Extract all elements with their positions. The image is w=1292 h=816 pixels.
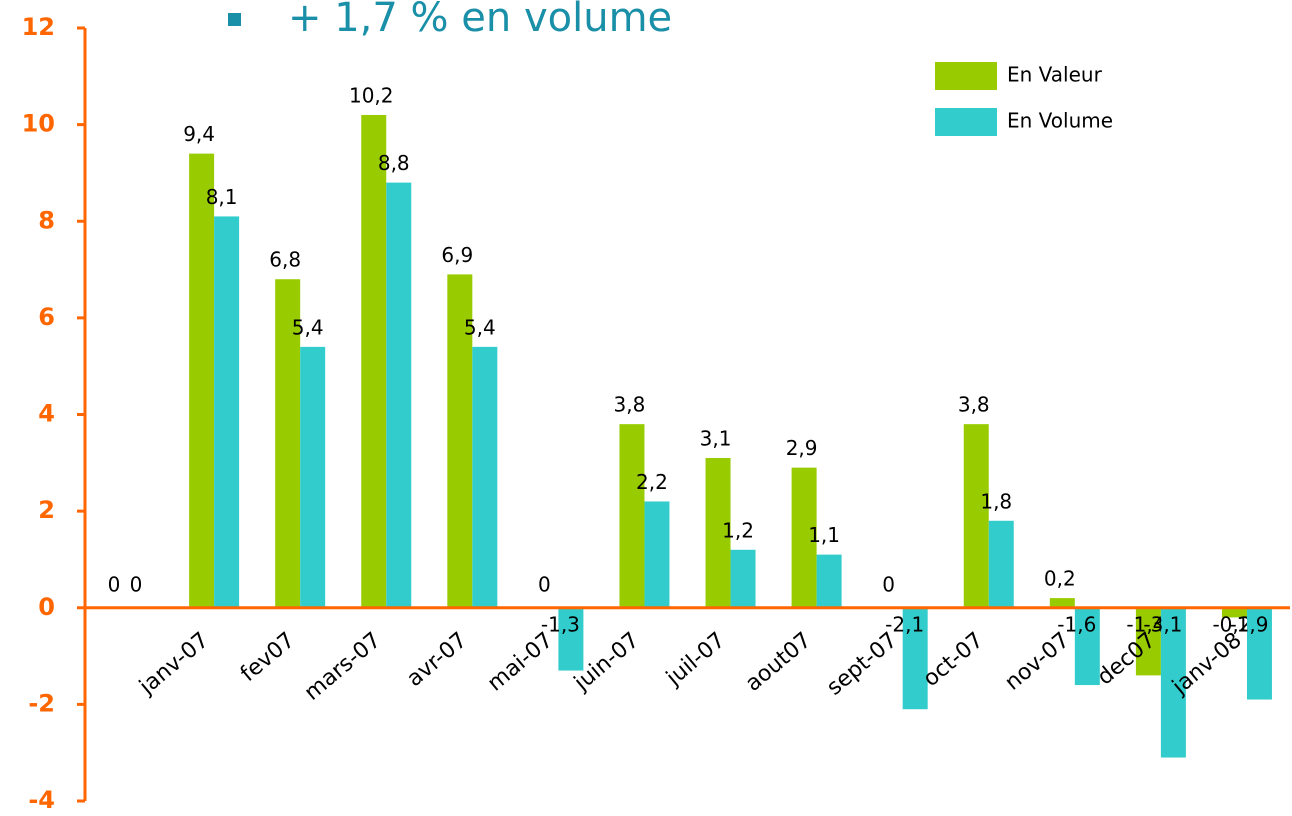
- bar: [386, 182, 412, 608]
- value-label: 3,8: [614, 393, 646, 417]
- bar: [558, 607, 584, 671]
- bar: [300, 346, 326, 608]
- bar: [791, 467, 817, 608]
- x-tick-label: juil-07: [661, 628, 730, 692]
- legend-swatch: [935, 62, 997, 90]
- x-tick-label: avr-07: [402, 628, 472, 692]
- value-label: -1,3: [541, 612, 580, 636]
- value-label: 1,1: [808, 523, 840, 547]
- value-label: 6,8: [269, 248, 301, 272]
- value-label: 0: [130, 572, 143, 596]
- y-tick-label: 12: [22, 13, 55, 41]
- bar: [1160, 607, 1186, 758]
- value-label: 9,4: [183, 122, 215, 146]
- x-tick-label: sept-07: [822, 628, 902, 701]
- y-tick-label: 4: [38, 400, 55, 428]
- bar: [1246, 607, 1272, 700]
- value-label: 0,2: [1044, 567, 1076, 591]
- y-tick-label: 6: [38, 303, 55, 331]
- bar: [730, 549, 756, 608]
- value-label: 5,4: [292, 315, 324, 339]
- value-label: 6,9: [441, 243, 473, 267]
- value-label: -0,2: [1212, 612, 1251, 636]
- value-label: 2,9: [786, 436, 818, 460]
- bar: [963, 424, 989, 608]
- value-label: 8,1: [206, 185, 238, 209]
- y-tick-label: -2: [28, 689, 55, 717]
- bullet: [228, 13, 241, 26]
- bar: [902, 607, 928, 710]
- value-label: -3,1: [1143, 612, 1182, 636]
- x-tick-label: oct-07: [919, 628, 989, 692]
- bar: [1049, 598, 1075, 608]
- legend-swatch: [935, 108, 997, 136]
- x-tick-label: aout07: [741, 628, 816, 697]
- x-tick-label: fev07: [236, 628, 300, 687]
- bar: [988, 520, 1014, 608]
- value-label: 10,2: [349, 83, 394, 107]
- bar: [361, 114, 387, 608]
- value-label: 0: [882, 572, 895, 596]
- value-label: 3,1: [700, 426, 732, 450]
- x-tick-label: janv-07: [134, 628, 214, 700]
- value-label: -2,1: [885, 612, 924, 636]
- legend-label: En Volume: [1007, 109, 1113, 133]
- value-label: -1,4: [1126, 612, 1165, 636]
- bar: [447, 274, 473, 608]
- value-label: 5,4: [464, 315, 496, 339]
- x-tick-label: nov-07: [1000, 628, 1074, 696]
- y-tick-label: 2: [38, 496, 55, 524]
- bar: [1074, 607, 1100, 686]
- bar: [619, 424, 645, 608]
- y-tick-label: -4: [28, 786, 55, 814]
- bar: [644, 501, 670, 608]
- value-label: 2,2: [636, 470, 668, 494]
- bar: [1221, 607, 1247, 618]
- value-label: 0: [108, 572, 121, 596]
- value-label: 1,2: [722, 518, 754, 542]
- chart-title: + 1,7 % en volume: [288, 0, 672, 41]
- value-label: 3,8: [958, 393, 990, 417]
- x-tick-label: mars-07: [300, 628, 386, 706]
- value-label: -1,9: [1229, 612, 1268, 636]
- bar: [816, 554, 842, 608]
- y-tick-label: 8: [38, 206, 55, 234]
- value-label: 8,8: [378, 151, 410, 175]
- legend-label: En Valeur: [1007, 63, 1103, 87]
- bar: [705, 457, 731, 608]
- value-label: 0: [538, 572, 551, 596]
- bar: [214, 216, 240, 608]
- y-tick-label: 10: [22, 110, 55, 138]
- bar: [275, 279, 301, 608]
- value-label: 1,8: [980, 489, 1012, 513]
- bar: [189, 153, 215, 608]
- y-tick-label: 0: [38, 593, 55, 621]
- bar: [1135, 607, 1161, 676]
- bar: [472, 346, 498, 608]
- value-label: -1,6: [1057, 612, 1096, 636]
- x-tick-label: mai-07: [483, 628, 558, 697]
